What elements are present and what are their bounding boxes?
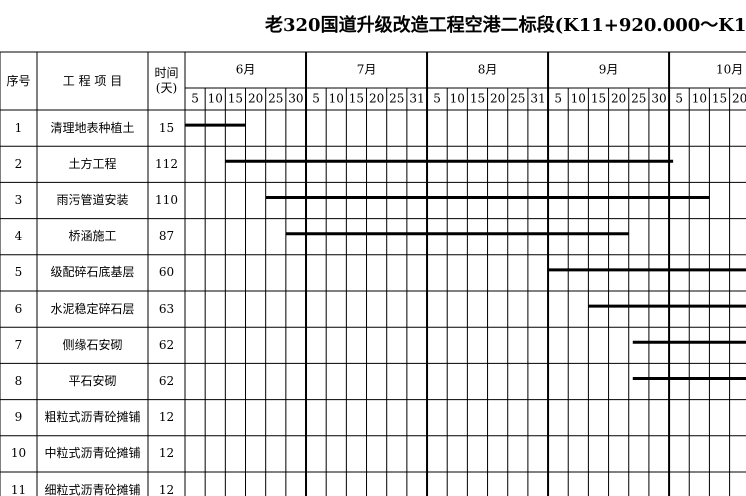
row-no: 3 (14, 192, 23, 207)
day-label: 25 (389, 92, 404, 106)
day-label: 20 (611, 92, 626, 106)
day-label: 20 (490, 92, 505, 106)
row-no: 1 (14, 120, 23, 135)
header-time: 时间 (天) (154, 66, 179, 95)
day-label: 30 (288, 92, 303, 106)
day-label: 10 (571, 92, 586, 106)
day-label: 10 (208, 92, 223, 106)
day-label: 5 (554, 92, 562, 106)
row-no: 6 (14, 301, 23, 316)
day-label: 25 (631, 92, 646, 106)
day-label: 15 (712, 92, 727, 106)
day-label: 30 (651, 92, 666, 106)
row-item: 细粒式沥青砼摊铺 (44, 482, 141, 496)
row-days: 112 (155, 156, 178, 171)
day-label: 5 (191, 92, 199, 106)
day-label: 10 (329, 92, 344, 106)
row-item: 雨污管道安装 (56, 192, 129, 207)
day-label: 20 (369, 92, 384, 106)
row-days: 87 (158, 229, 175, 244)
day-label: 10 (450, 92, 465, 106)
month-label: 7月 (357, 63, 377, 77)
row-days: 62 (158, 337, 175, 352)
row-no: 5 (14, 265, 23, 280)
row-item: 侧缘石安砌 (62, 337, 123, 352)
row-item: 水泥稳定碎石层 (50, 301, 135, 316)
day-label: 15 (591, 92, 606, 106)
day-label: 5 (433, 92, 441, 106)
month-label: 6月 (236, 63, 256, 77)
row-item: 桥涵施工 (68, 229, 117, 244)
day-label: 31 (409, 92, 424, 106)
day-label: 5 (675, 92, 683, 106)
day-label: 5 (312, 92, 320, 106)
row-item: 清理地表种植土 (50, 120, 135, 135)
row-days: 62 (158, 373, 175, 388)
row-days: 12 (158, 446, 175, 461)
title: 老320国道升级改造工程空港二标段(K11+920.000～K18 (265, 14, 746, 36)
day-label: 25 (510, 92, 525, 106)
row-days: 110 (155, 192, 178, 207)
row-item: 级配碎石底基层 (50, 265, 135, 280)
row-no: 11 (10, 482, 27, 496)
day-label: 20 (248, 92, 263, 106)
header-no: 序号 (6, 73, 31, 88)
row-item: 粗粒式沥青砼摊铺 (44, 410, 141, 425)
day-label: 20 (732, 92, 746, 106)
header-item: 工 程 项 目 (62, 73, 123, 88)
day-label: 31 (530, 92, 545, 106)
row-days: 15 (158, 120, 175, 135)
row-no: 9 (14, 410, 23, 425)
row-item: 平石安砌 (68, 373, 117, 388)
row-item: 土方工程 (68, 156, 117, 171)
day-label: 25 (268, 92, 283, 106)
row-no: 10 (10, 446, 27, 461)
row-no: 8 (14, 373, 23, 388)
row-days: 63 (158, 301, 175, 316)
row-no: 2 (14, 156, 23, 171)
row-no: 7 (14, 337, 23, 352)
day-label: 10 (692, 92, 707, 106)
row-days: 60 (158, 265, 175, 280)
row-no: 4 (14, 229, 23, 244)
row-item: 中粒式沥青砼摊铺 (44, 446, 141, 461)
month-label: 8月 (478, 63, 498, 77)
row-days: 12 (158, 482, 175, 496)
day-label: 15 (349, 92, 364, 106)
month-label: 9月 (599, 63, 619, 77)
row-days: 12 (158, 410, 175, 425)
month-label: 10月 (716, 63, 743, 77)
day-label: 15 (470, 92, 485, 106)
day-label: 15 (228, 92, 243, 106)
